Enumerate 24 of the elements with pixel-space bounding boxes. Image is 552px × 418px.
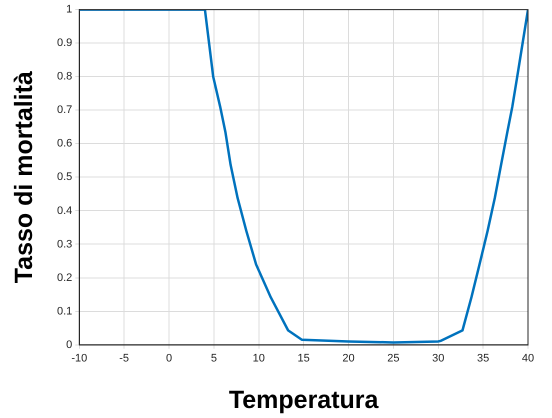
x-tick-label: 30 (432, 352, 444, 364)
x-tick-label: 25 (387, 352, 400, 364)
x-tick-label: 5 (210, 352, 217, 364)
y-tick-label: 0.6 (56, 138, 72, 150)
x-tick-label: -10 (71, 352, 88, 364)
x-tick-label: 20 (342, 352, 355, 364)
y-tick-label: 0.2 (56, 272, 72, 284)
x-tick-label: -5 (119, 352, 130, 364)
y-tick-label: 0.4 (56, 204, 72, 217)
y-tick-label: 0.9 (56, 37, 72, 50)
y-tick-label: 0.5 (56, 171, 72, 184)
y-tick-label: 0.8 (56, 70, 72, 83)
y-tick-label: 0.1 (56, 305, 72, 318)
x-tick-label: 15 (298, 352, 310, 364)
x-tick-label: 35 (477, 352, 490, 364)
x-tick-label: 10 (252, 352, 265, 364)
y-tick-label: 0 (66, 338, 72, 351)
y-axis-title: Tasso di mortalità (10, 71, 38, 284)
x-tick-label: 40 (522, 352, 534, 364)
x-axis-title: Temperatura (228, 386, 380, 414)
y-tick-label: 0.3 (56, 238, 72, 250)
y-tick-label: 0.7 (56, 104, 72, 116)
y-tick-label: 1 (66, 4, 72, 16)
x-tick-label: 0 (166, 352, 172, 364)
